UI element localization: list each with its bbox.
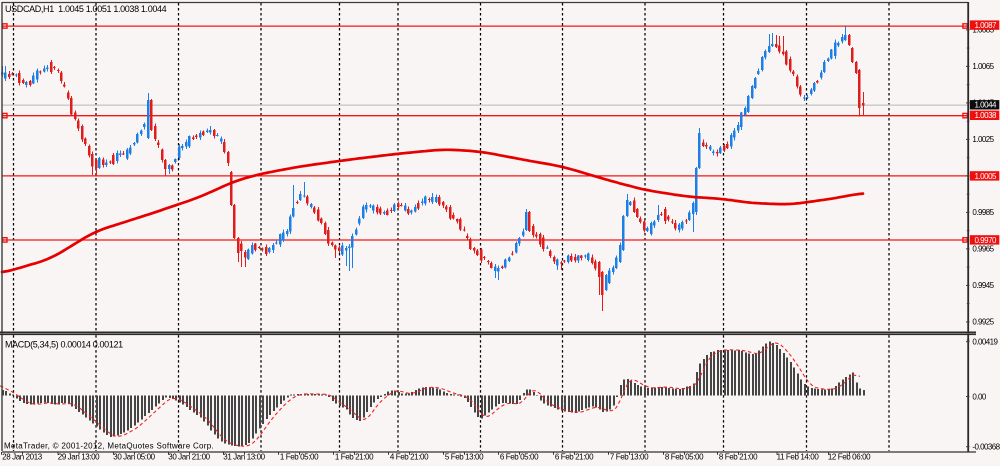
svg-text:MACD(5,34,5) 0.00014 0.00121: MACD(5,34,5) 0.00014 0.00121 [5,340,123,350]
svg-text:12 Feb 06:00: 12 Feb 06:00 [828,453,871,462]
svg-text:8 Feb 21:00: 8 Feb 21:00 [719,453,758,462]
svg-text:0.00419: 0.00419 [972,338,998,347]
svg-text:-0.00368: -0.00368 [972,443,1000,452]
svg-text:0.9970: 0.9970 [975,236,998,245]
svg-text:30 Jan 05:00: 30 Jan 05:00 [113,453,155,462]
svg-text:6 Feb 21:00: 6 Feb 21:00 [555,453,594,462]
svg-text:1.0005: 1.0005 [975,172,998,181]
svg-text:11 Feb 14:00: 11 Feb 14:00 [777,453,820,462]
svg-text:0.00: 0.00 [972,392,986,401]
svg-text:1.0025: 1.0025 [972,135,994,144]
svg-text:1 Feb 05:00: 1 Feb 05:00 [280,453,319,462]
svg-text:5 Feb 13:00: 5 Feb 13:00 [445,453,484,462]
svg-text:30 Jan 21:00: 30 Jan 21:00 [168,453,210,462]
svg-text:MetaTrader, © 2001-2012, MetaQ: MetaTrader, © 2001-2012, MetaQuotes Soft… [4,442,214,451]
svg-text:USDCAD,H1 1.0045 1.0051 1.003: USDCAD,H1 1.0045 1.0051 1.0038 1.0044 [5,4,167,14]
svg-text:31 Jan 13:00: 31 Jan 13:00 [223,453,265,462]
svg-text:1 Feb 21:00: 1 Feb 21:00 [335,453,374,462]
svg-text:28 Jan 2013: 28 Jan 2013 [2,453,43,462]
svg-text:1.0087: 1.0087 [975,21,998,30]
svg-text:1.0065: 1.0065 [972,62,994,71]
svg-text:1.0085: 1.0085 [972,26,994,35]
svg-text:29 Jan 13:00: 29 Jan 13:00 [58,453,100,462]
svg-text:1.0044: 1.0044 [975,101,998,110]
svg-text:7 Feb 13:00: 7 Feb 13:00 [610,453,649,462]
svg-text:4 Feb 21:00: 4 Feb 21:00 [390,453,429,462]
svg-text:6 Feb 05:00: 6 Feb 05:00 [500,453,539,462]
svg-text:8 Feb 05:00: 8 Feb 05:00 [665,453,704,462]
svg-text:0.9985: 0.9985 [972,208,994,217]
svg-text:0.9925: 0.9925 [972,318,994,327]
svg-text:1.0038: 1.0038 [975,111,998,120]
svg-text:0.9945: 0.9945 [972,281,994,290]
svg-text:0.9965: 0.9965 [972,245,994,254]
